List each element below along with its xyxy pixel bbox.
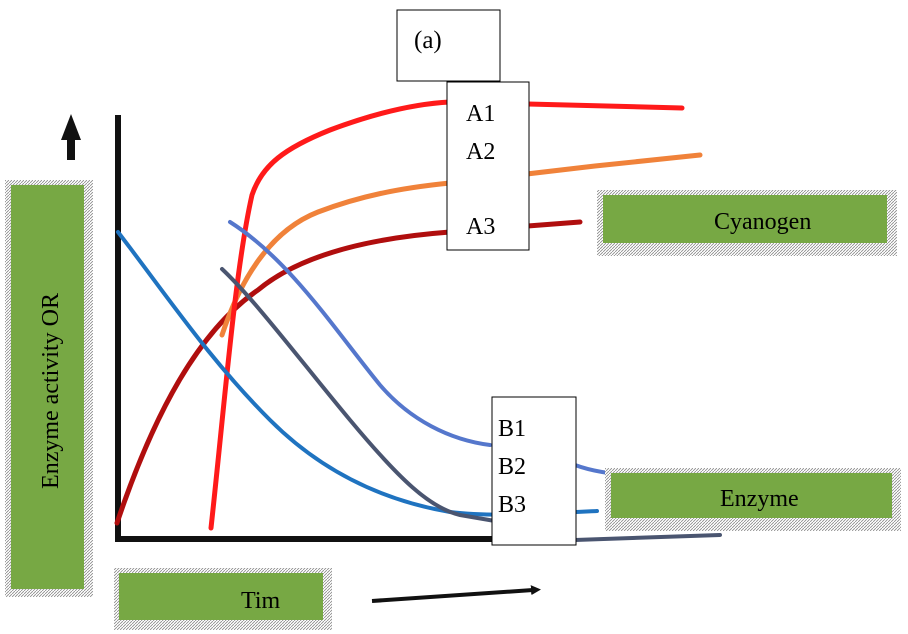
curves [114, 99, 739, 542]
curve-b1 [228, 220, 492, 447]
legend-cyanogen-label: Cyanogen [714, 209, 811, 235]
curve-a3 [114, 219, 583, 526]
axes [115, 115, 505, 542]
curve-a2 [219, 152, 703, 338]
y-axis-label: Enzyme activity OR [38, 293, 64, 489]
curve-b2 [220, 267, 497, 523]
up-arrow-icon [61, 114, 81, 160]
y-axis-label-box: Enzyme activity OR [5, 180, 93, 597]
curve-b2-tail [573, 533, 722, 542]
curve-label-b2: B2 [498, 454, 526, 480]
curve-group-a-box: A1 A2 A3 [446, 81, 530, 251]
x-axis-label-box: Tim [114, 568, 332, 630]
curve-a1 [208, 99, 685, 531]
curve-label-a2: A2 [466, 139, 495, 165]
curve-label-b3: B3 [498, 492, 526, 518]
panel-label-box: (a) [396, 9, 501, 82]
legend-enzyme: Enzyme [605, 468, 901, 531]
curve-label-b1: B1 [498, 416, 526, 442]
curve-label-a1: A1 [466, 101, 495, 127]
curve-label-a3: A3 [466, 214, 495, 240]
curve-group-b-box: B1 B2 B3 [491, 396, 577, 546]
legend-enzyme-label: Enzyme [720, 486, 799, 512]
x-axis-label: Tim [241, 588, 280, 614]
legend-cyanogen: Cyanogen [597, 190, 897, 256]
panel-label: (a) [414, 27, 442, 54]
right-arrow-icon [371, 585, 541, 603]
